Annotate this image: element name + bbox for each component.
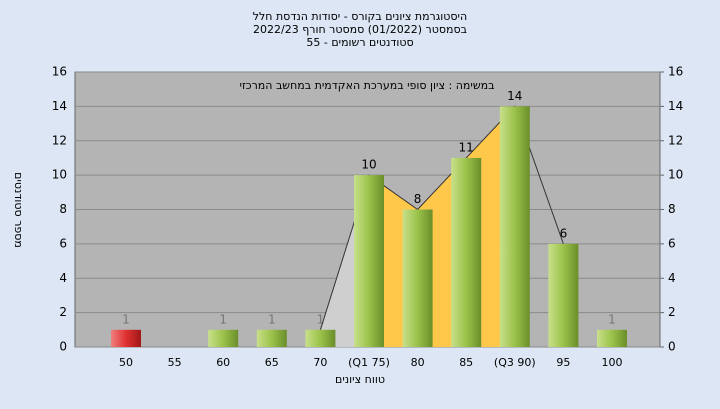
bar: [451, 157, 482, 347]
value-label: 1: [268, 312, 276, 326]
title-line: בסמסטר (01/2022) סמסטר חורף 2022/23: [253, 23, 467, 36]
y-tick-label: 12: [52, 133, 67, 147]
y2-tick-label: 2: [668, 305, 676, 319]
x-axis-label: טווח ציונים: [335, 373, 385, 386]
x-tick-label: 60: [216, 356, 230, 369]
y-tick-label: 0: [59, 340, 67, 354]
x-tick-label: 50: [119, 356, 133, 369]
y2-tick-label: 16: [668, 65, 683, 79]
y-tick-label: 4: [59, 271, 67, 285]
bar: [208, 329, 239, 347]
title-line: 55 - סטודנטים רשומים: [306, 36, 413, 49]
value-label: 8: [414, 192, 422, 206]
bar: [597, 329, 627, 347]
value-label: 1: [317, 312, 325, 326]
y2-tick-label: 10: [668, 168, 683, 182]
x-tick-label: 95: [556, 356, 570, 369]
x-tick-label: (Q3 90): [494, 356, 536, 369]
value-label: 1: [219, 312, 227, 326]
y2-tick-label: 8: [668, 202, 676, 216]
x-tick-label: 80: [411, 356, 425, 369]
y-tick-label: 10: [52, 168, 67, 182]
y-tick-label: 2: [59, 305, 67, 319]
x-tick-label: 100: [602, 356, 623, 369]
y2-tick-label: 14: [668, 99, 683, 113]
annotation: במשימה : ציון סופי במערכת האקדמית במחשב …: [240, 79, 495, 92]
x-tick-label: 85: [459, 356, 473, 369]
y-tick-label: 14: [52, 99, 67, 113]
bar: [111, 329, 141, 347]
value-label: 11: [459, 140, 474, 154]
x-tick-label: 55: [168, 356, 182, 369]
bar: [402, 209, 433, 347]
title-line: היסטוגרמת ציונים בקורס - יסודות הנדסת חל…: [253, 10, 467, 23]
y2-tick-label: 4: [668, 271, 676, 285]
y2-tick-label: 6: [668, 236, 676, 250]
bar: [354, 175, 384, 347]
bar: [499, 106, 530, 347]
y-tick-label: 6: [59, 236, 67, 250]
y-tick-label: 8: [59, 202, 67, 216]
value-label: 1: [122, 312, 130, 326]
bar: [256, 329, 287, 347]
y2-tick-label: 0: [668, 340, 676, 354]
value-label: 10: [361, 158, 376, 172]
value-label: 1: [608, 312, 616, 326]
y-axis-label: מספר סטודנטים: [12, 172, 25, 248]
bar: [548, 243, 579, 347]
value-label: 14: [507, 89, 522, 103]
x-tick-label: 65: [265, 356, 279, 369]
x-tick-label: (Q1 75): [348, 356, 390, 369]
x-tick-label: 70: [313, 356, 327, 369]
y-tick-label: 16: [52, 65, 67, 79]
y2-tick-label: 12: [668, 133, 683, 147]
bar: [305, 329, 336, 347]
value-label: 6: [560, 226, 568, 240]
